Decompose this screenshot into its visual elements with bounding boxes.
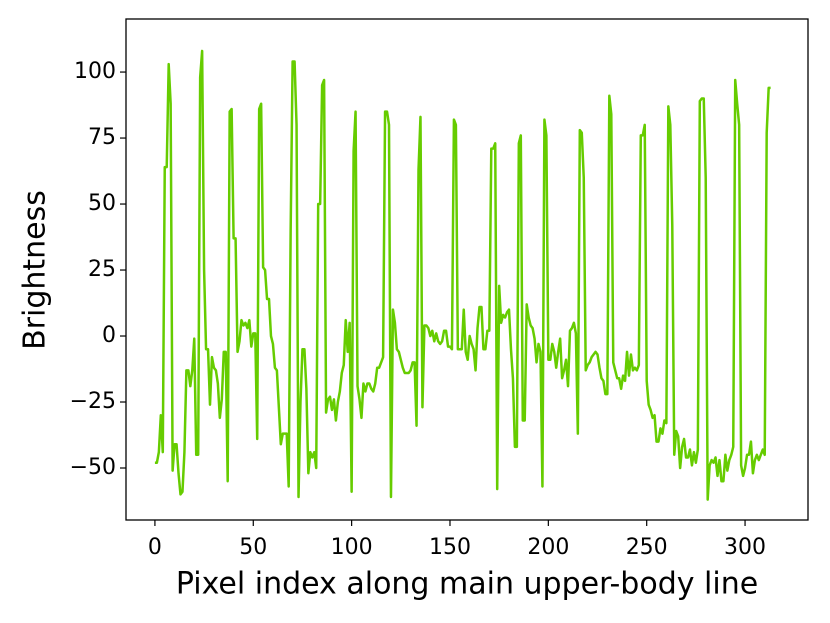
- x-axis-label: Pixel index along main upper-body line: [176, 567, 758, 602]
- data-line: [154, 49, 771, 501]
- y-tick-label: 50: [88, 191, 116, 216]
- x-tick-label: 100: [331, 535, 373, 560]
- x-tick-label: 250: [626, 535, 668, 560]
- y-axis-label: Brightness: [18, 190, 53, 350]
- x-tick-label: 300: [724, 535, 766, 560]
- x-tick-label: 50: [239, 535, 267, 560]
- x-tick-label: 150: [429, 535, 471, 560]
- x-tick-label: 0: [148, 535, 162, 560]
- y-tick-label: 75: [88, 125, 116, 150]
- y-tick-label: 25: [88, 257, 116, 282]
- y-tick-label: −50: [70, 455, 116, 480]
- y-tick-label: 100: [74, 59, 116, 84]
- y-tick-label: 0: [102, 323, 116, 348]
- y-tick-label: −25: [70, 389, 116, 414]
- x-tick-label: 200: [527, 535, 569, 560]
